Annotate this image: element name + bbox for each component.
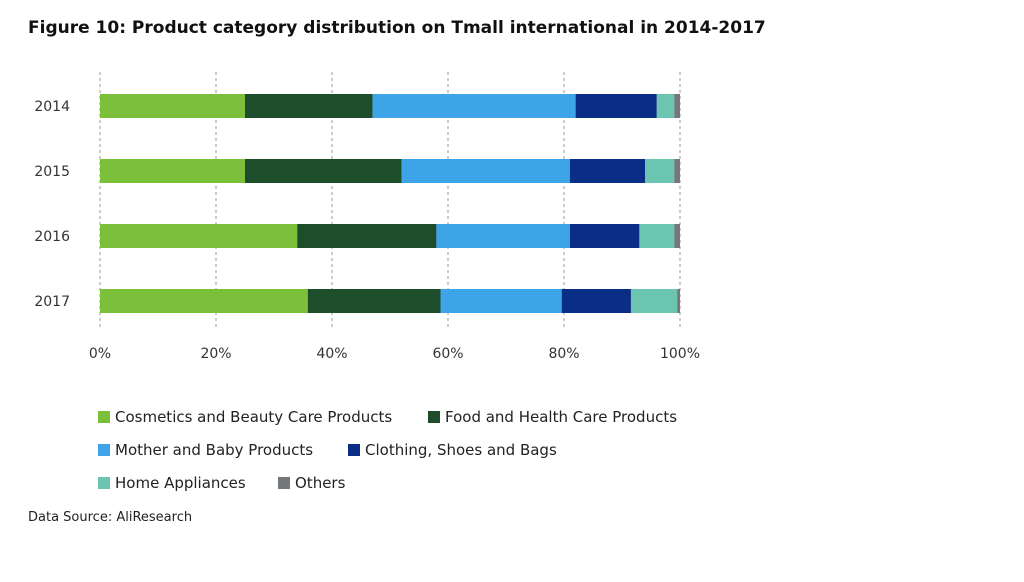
chart-plot: 0% 20% 40% 60% 80% 100% 2014 2015 2016 2017 xyxy=(34,72,700,362)
bar-segment xyxy=(677,289,680,313)
y-category-label: 2014 xyxy=(34,99,70,115)
bar-segment xyxy=(436,224,570,248)
x-tick-label: 0% xyxy=(89,346,111,362)
bar-segment xyxy=(440,289,562,313)
x-tick-label: 60% xyxy=(432,346,463,362)
legend-swatch-mother-baby xyxy=(98,443,110,456)
chart-legend: Cosmetics and Beauty Care Products Food … xyxy=(98,400,677,499)
x-tick-label: 20% xyxy=(200,346,231,362)
bar-segment xyxy=(100,224,298,248)
bar-segment xyxy=(297,224,437,248)
x-tick-label: 100% xyxy=(660,346,700,362)
bar-segment xyxy=(656,94,675,118)
legend-row-1: Cosmetics and Beauty Care Products Food … xyxy=(98,400,677,433)
bar-segment xyxy=(639,224,675,248)
bar-segment xyxy=(245,159,402,183)
bar-segment xyxy=(245,94,373,118)
bar-segment xyxy=(401,159,570,183)
data-source-note: Data Source: AliResearch xyxy=(28,510,193,525)
bar-segment xyxy=(630,289,678,313)
legend-swatch-food xyxy=(428,410,440,423)
legend-item-others: Others xyxy=(278,474,345,492)
bar-segment xyxy=(307,289,441,313)
bar-segment xyxy=(645,159,675,183)
bar-segment xyxy=(100,94,245,118)
legend-label-clothing: Clothing, Shoes and Bags xyxy=(365,440,557,459)
legend-item-mother-baby: Mother and Baby Products xyxy=(98,441,348,459)
legend-item-home-appliances: Home Appliances xyxy=(98,474,278,492)
legend-swatch-home-appliances xyxy=(98,476,110,489)
legend-label-cosmetics: Cosmetics and Beauty Care Products xyxy=(115,407,393,426)
legend-row-3: Home Appliances Others xyxy=(98,466,677,499)
chart-title: Figure 10: Product category distribution… xyxy=(28,18,766,38)
bar-segment xyxy=(569,224,640,248)
bar-segment xyxy=(575,94,657,118)
legend-label-others: Others xyxy=(295,473,346,492)
legend-item-cosmetics: Cosmetics and Beauty Care Products xyxy=(98,408,428,426)
bar-segment xyxy=(372,94,576,118)
bar-segment xyxy=(561,289,631,313)
legend-label-food: Food and Health Care Products xyxy=(445,407,678,426)
bar-segment xyxy=(674,159,680,183)
y-category-label: 2015 xyxy=(34,164,70,180)
legend-swatch-clothing xyxy=(348,443,360,456)
bar-segment xyxy=(569,159,646,183)
legend-label-home-appliances: Home Appliances xyxy=(115,473,246,492)
legend-label-mother-baby: Mother and Baby Products xyxy=(115,440,314,459)
legend-swatch-others xyxy=(278,476,290,489)
legend-item-clothing: Clothing, Shoes and Bags xyxy=(348,441,557,459)
x-tick-label: 80% xyxy=(548,346,579,362)
y-category-label: 2016 xyxy=(34,229,70,245)
x-tick-label: 40% xyxy=(316,346,347,362)
bar-segment xyxy=(674,94,680,118)
bar-segment xyxy=(100,159,245,183)
legend-swatch-cosmetics xyxy=(98,410,110,423)
legend-item-food: Food and Health Care Products xyxy=(428,408,677,426)
y-category-label: 2017 xyxy=(34,294,70,310)
bar-segment xyxy=(100,289,308,313)
bar-segment xyxy=(674,224,680,248)
legend-row-2: Mother and Baby Products Clothing, Shoes… xyxy=(98,433,677,466)
